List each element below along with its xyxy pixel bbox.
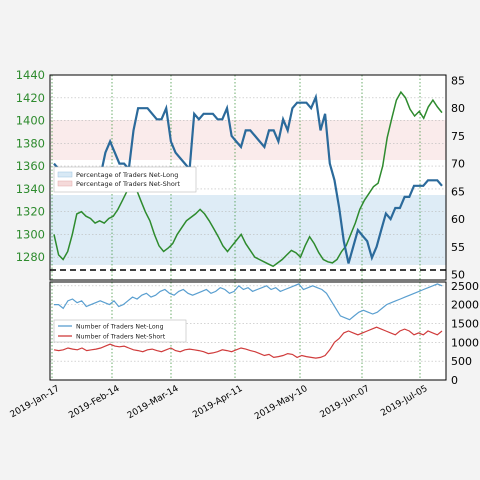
- bottom-panel-frame: [49, 281, 447, 381]
- pct-long-series: [53, 93, 443, 264]
- percent-axis: 50 55 60 65 70 75 80 85: [451, 75, 465, 282]
- net-short-count-line: [53, 326, 443, 359]
- count-tick-label: 500: [451, 355, 472, 368]
- bottom-legend: Number of Traders Net-Long Number of Tra…: [53, 319, 187, 343]
- bottom-legend-box: [53, 319, 187, 343]
- net-long-count-line: [54, 283, 443, 321]
- percent-tick-label: 60: [451, 213, 465, 226]
- top-legend-box: [53, 166, 197, 193]
- price-tick-label: 1360: [16, 159, 45, 173]
- legend-swatch-net-short: [57, 180, 73, 187]
- count-tick-label: 1500: [451, 317, 479, 330]
- count-tick-label: 1000: [451, 336, 479, 349]
- net-long-band: [50, 195, 446, 265]
- count-tick-label: 2000: [451, 299, 479, 312]
- count-axis: 0 500 1000 1500 2000 2500: [451, 280, 479, 387]
- price-line: [53, 90, 443, 268]
- price-tick-label: 1300: [16, 227, 45, 241]
- price-series: [53, 90, 443, 268]
- percent-tick-label: 75: [451, 130, 465, 143]
- legend-swatch-net-long: [57, 171, 73, 178]
- price-tick-label: 1440: [16, 68, 45, 82]
- legend-label-net-long: Percentage of Traders Net-Long: [76, 171, 178, 179]
- legend-label-net-short: Percentage of Traders Net-Short: [76, 180, 181, 188]
- percent-tick-label: 70: [451, 158, 465, 171]
- count-tick-label: 0: [451, 374, 458, 387]
- price-tick-label: 1340: [16, 182, 45, 196]
- price-tick-label: 1420: [16, 91, 45, 105]
- percent-tick-label: 65: [451, 185, 465, 198]
- price-tick-label: 1400: [16, 114, 45, 128]
- pct-long-line: [53, 93, 443, 264]
- percent-tick-label: 80: [451, 102, 465, 115]
- count-tick-label: 2500: [451, 280, 479, 293]
- price-axis: 1280 1300 1320 1340 1360 1380 1400 1420 1440: [16, 68, 45, 264]
- percent-tick-label: 55: [451, 241, 465, 254]
- price-tick-label: 1280: [16, 250, 45, 264]
- trader-count-series: [53, 283, 443, 359]
- legend-label-traders-net-long: Number of Traders Net-Long: [76, 324, 164, 331]
- percent-tick-label: 50: [451, 268, 465, 281]
- legend-label-traders-net-short: Number of Traders Net-Short: [76, 334, 166, 341]
- price-tick-label: 1380: [16, 136, 45, 150]
- top-legend: Percentage of Traders Net-Long Percentag…: [53, 166, 197, 193]
- top-panel-frame: [49, 74, 447, 281]
- price-tick-label: 1320: [16, 205, 45, 219]
- percent-tick-label: 85: [451, 75, 465, 88]
